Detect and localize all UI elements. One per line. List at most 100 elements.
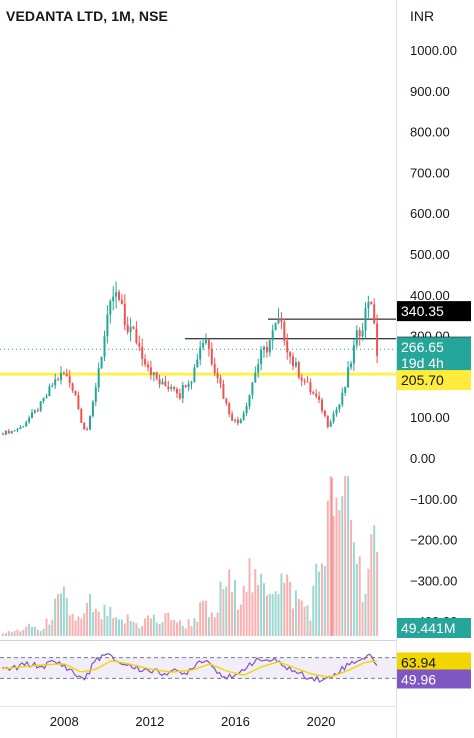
candle-body <box>54 379 57 386</box>
volume-bar <box>364 593 367 636</box>
candle-body <box>228 403 231 415</box>
candle-body <box>132 326 135 329</box>
candle-body <box>89 416 91 430</box>
volume-label: 49.441M <box>401 620 455 636</box>
volume-bar <box>48 624 51 636</box>
volume-bar <box>207 616 210 636</box>
volume-bar <box>190 626 193 636</box>
volume-bar <box>173 619 176 636</box>
volume-bar <box>294 590 297 636</box>
volume-bar <box>31 626 33 636</box>
candle-body <box>181 385 184 399</box>
volume-bar <box>42 628 45 636</box>
time-tick-label: 2020 <box>307 714 336 729</box>
volume-bar <box>245 591 248 636</box>
last-price-label-bg <box>397 337 471 374</box>
candle-body <box>112 296 115 302</box>
last-price-label: 19d 4h <box>401 355 444 371</box>
volume-bar <box>271 594 274 636</box>
candle-body <box>83 422 86 430</box>
volume-bar <box>213 617 216 636</box>
volume-bar <box>358 556 361 636</box>
candle-body <box>234 419 236 421</box>
volume-bar <box>312 585 315 636</box>
candle-body <box>103 336 106 357</box>
candle-body <box>51 385 54 387</box>
volume-bar <box>178 620 181 636</box>
volume-bar <box>323 566 326 636</box>
candle-body <box>283 321 286 341</box>
volume-bar <box>352 542 355 636</box>
candle-body <box>306 381 309 383</box>
candle-body <box>376 323 379 356</box>
candle-body <box>338 404 341 410</box>
candle-body <box>158 379 161 385</box>
rsi-ma-line <box>1 660 378 678</box>
candle-body <box>25 422 28 427</box>
volume-bar <box>54 598 57 636</box>
volume-bar <box>51 619 54 636</box>
candle-body <box>28 417 31 423</box>
candle-body <box>358 330 361 337</box>
pane-divider <box>0 640 396 641</box>
volume-bar <box>71 613 74 636</box>
candle-body <box>184 385 187 387</box>
candle-body <box>219 378 222 384</box>
volume-bar <box>109 606 112 636</box>
candle-body <box>100 356 103 369</box>
candle-body <box>170 387 173 389</box>
volume-bar <box>205 600 207 636</box>
volume-bar <box>83 613 86 636</box>
support-label: 205.70 <box>401 372 444 388</box>
candle-body <box>367 301 370 308</box>
candle-body <box>294 362 297 367</box>
candle-body <box>31 412 33 418</box>
candle-body <box>138 343 141 347</box>
volume-bar <box>39 630 42 636</box>
volume-bar <box>254 569 257 636</box>
candle-body <box>33 410 36 413</box>
volume-bar <box>112 618 115 636</box>
candle-body <box>263 346 265 351</box>
volume-bar <box>62 586 65 636</box>
price-tick-label: 900.00 <box>410 84 450 99</box>
volume-bar <box>306 605 309 636</box>
candle-body <box>202 342 205 348</box>
support-label-bg <box>397 370 471 391</box>
candle-body <box>297 362 300 378</box>
volume-bar <box>260 573 263 636</box>
volume-bar <box>367 568 370 636</box>
volume-bar <box>147 615 149 636</box>
chart-title[interactable]: VEDANTA LTD, 1M, NSE <box>6 8 168 24</box>
candle-body <box>245 406 248 414</box>
candle-body <box>97 368 100 388</box>
candle-body <box>91 401 94 417</box>
candle-body <box>251 382 254 395</box>
candle-body <box>196 359 199 368</box>
price-tick-label: 700.00 <box>410 165 450 180</box>
currency-label: INR <box>410 8 435 24</box>
candle-body <box>318 396 321 400</box>
price-tick-label: 500.00 <box>410 247 450 262</box>
level-high-label-bg <box>397 301 471 322</box>
volume-bar <box>91 612 94 636</box>
candle-body <box>173 387 176 389</box>
level-high-label: 340.35 <box>401 303 444 319</box>
volume-bar <box>115 617 118 636</box>
volume-bar <box>68 615 71 636</box>
volume-bar <box>242 586 245 636</box>
candle-body <box>187 383 190 387</box>
volume-bar <box>265 595 268 636</box>
candle-body <box>45 396 48 398</box>
volume-bar <box>268 593 271 636</box>
volume-bar <box>161 622 164 636</box>
volume-bar <box>22 629 25 636</box>
candle-body <box>129 326 132 332</box>
volume-bar <box>350 520 352 636</box>
volume-bar <box>184 628 187 636</box>
candle-body <box>7 430 10 434</box>
candle-body <box>286 340 289 353</box>
candle-body <box>147 364 149 368</box>
